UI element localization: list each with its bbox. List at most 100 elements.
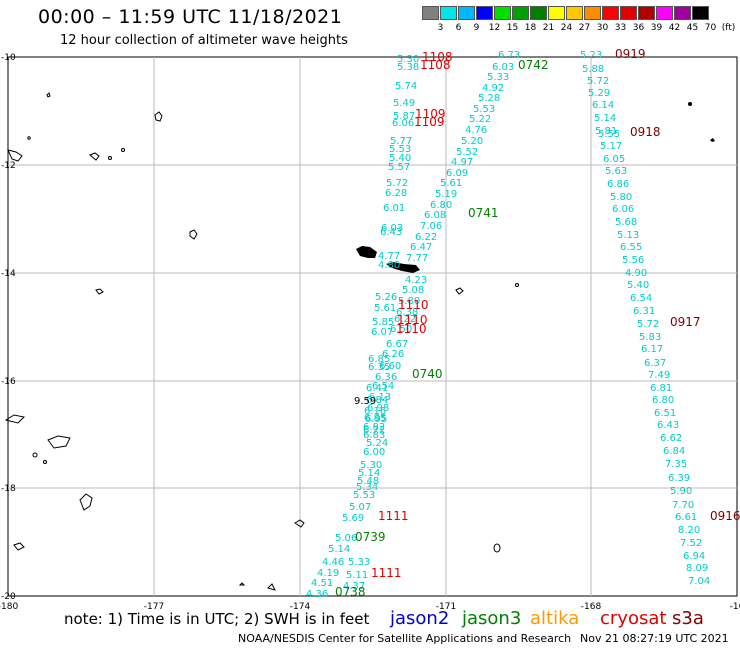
wave-height-value: 5.53 [473, 104, 495, 115]
colorbar-label: 3 [437, 23, 444, 33]
pass-time-label: 1108 [422, 50, 453, 64]
latitude-label: -14 [1, 269, 16, 279]
wave-height-value: 5.14 [328, 544, 350, 555]
pass-time-label: 0917 [670, 315, 701, 329]
latitude-label: -16 [1, 377, 16, 387]
wave-height-value: 6.05 [603, 154, 625, 165]
wave-height-value: 6.83 [363, 430, 385, 441]
wave-height-value: 6.13 [369, 392, 391, 403]
wave-height-value: 5.61 [440, 178, 462, 189]
wave-height-value: 6.09 [446, 168, 468, 179]
colorbar-label: 15 [506, 23, 519, 33]
wave-height-value: 6.47 [410, 242, 432, 253]
wave-height-value: 7.70 [672, 500, 694, 511]
wave-height-value: 5.33 [487, 72, 509, 83]
wave-height-value: 6.39 [668, 473, 690, 484]
wave-height-value: 7.77 [406, 253, 428, 264]
colorbar-label: 9 [473, 23, 480, 33]
wave-height-value: 5.90 [670, 486, 692, 497]
wave-height-value: 5.30 [397, 54, 419, 65]
wave-height-value: 5.72 [637, 319, 659, 330]
legend-jason2: jason2 [390, 608, 450, 629]
wave-height-value: 4.46 [322, 557, 344, 568]
wave-height-labels: 5.305.385.745.495.876.065.775.535.405.57… [306, 50, 710, 600]
wave-height-value: 6.22 [415, 232, 437, 243]
pass-time-label: 0742 [518, 58, 549, 72]
wave-height-value: 5.19 [435, 189, 457, 200]
wave-height-value: 5.68 [615, 217, 637, 228]
wave-height-value: 6.38 [396, 307, 418, 318]
map-grid [7, 56, 738, 597]
pass-time-label: 1111 [378, 509, 409, 523]
wave-height-value: 6.36 [375, 372, 397, 383]
latitude-label: -10 [1, 53, 16, 63]
colorbar-label: 12 [488, 23, 501, 33]
wave-height-value: 5.80 [398, 296, 420, 307]
wave-height-value: 6.43 [380, 227, 402, 238]
wave-height-value: 4.92 [482, 83, 504, 94]
wave-height-value: 6.26 [382, 349, 404, 360]
wave-height-value: 6.50 [390, 324, 412, 335]
wave-height-value: 5.40 [627, 280, 649, 291]
wave-height-value: 6.22 [394, 314, 416, 325]
wave-height-value: 6.35 [368, 362, 390, 373]
colorbar-label: 30 [596, 23, 609, 33]
pass-time-label: 1110 [398, 298, 429, 312]
wave-height-value: 5.55 [598, 129, 620, 140]
wave-height-value: 6.31 [633, 306, 655, 317]
colorbar-label: 6 [455, 23, 462, 33]
pass-time-label: 0740 [412, 367, 443, 381]
wave-height-value: 6.85 [364, 413, 386, 424]
wave-height-value: 5.33 [348, 557, 370, 568]
wave-height-value: 6.73 [498, 50, 520, 61]
colorbar-cell [548, 6, 565, 20]
wave-height-value: 5.63 [605, 166, 627, 177]
pass-time-label: 0918 [630, 125, 661, 139]
colorbar-cell [566, 6, 583, 20]
colorbar-cell [620, 6, 637, 20]
wave-height-value: 6.00 [363, 447, 385, 458]
wave-height-value: 5.20 [461, 136, 483, 147]
wave-height-value: 6.17 [641, 344, 663, 355]
pass-time-label: 1110 [397, 313, 428, 327]
wave-height-value: 6.67 [386, 339, 408, 350]
wave-height-value: 4.19 [317, 568, 339, 579]
colorbar-cell [674, 6, 691, 20]
wave-height-value: 5.74 [395, 81, 417, 92]
wave-height-value: 6.06 [612, 204, 634, 215]
tutuila-island [386, 262, 420, 273]
legend-s3a: s3a [672, 608, 704, 629]
wave-height-value: 5.29 [588, 88, 610, 99]
legend-altika: altika [530, 608, 580, 629]
wave-height-value: 7.52 [680, 538, 702, 549]
colorbar-cell [512, 6, 529, 20]
wave-height-value: 5.56 [622, 255, 644, 266]
wave-height-value: 4.97 [451, 157, 473, 168]
pass-time-label: 1111 [371, 566, 402, 580]
wave-height-value: 5.48 [357, 476, 379, 487]
wave-height-value: 6.16 [364, 406, 386, 417]
longitude-label: -180 [0, 602, 18, 612]
wave-height-value: 6.03 [381, 223, 403, 234]
colorbar-cell [458, 6, 475, 20]
legend-cryosat: cryosat [600, 608, 667, 629]
wave-height-value: 4.23 [405, 275, 427, 286]
wave-height-value: 6.55 [620, 242, 642, 253]
wave-height-value: 5.40 [389, 153, 411, 164]
wave-height-value: 6.80 [430, 200, 452, 211]
longitude-label: -171 [436, 602, 456, 612]
wave-height-value: 7.49 [648, 370, 670, 381]
colorbar-label: (ft) [721, 23, 736, 33]
upolu-island [356, 246, 377, 258]
wave-height-value: 5.69 [342, 513, 364, 524]
wave-height-value: 5.49 [393, 98, 415, 109]
wave-height-value: 8.20 [678, 525, 700, 536]
wave-height-value: 6.94 [683, 551, 705, 562]
wave-height-value: 6.54 [372, 381, 394, 392]
legend-note: note: 1) Time is in UTC; 2) SWH is in fe… [64, 610, 370, 628]
pass-time-label: 1108 [420, 58, 451, 72]
latitude-label: -20 [1, 592, 16, 602]
wave-height-value: 5.87 [393, 111, 415, 122]
wave-height-value: 6.03 [492, 62, 514, 73]
wave-height-value: 6.86 [607, 179, 629, 190]
